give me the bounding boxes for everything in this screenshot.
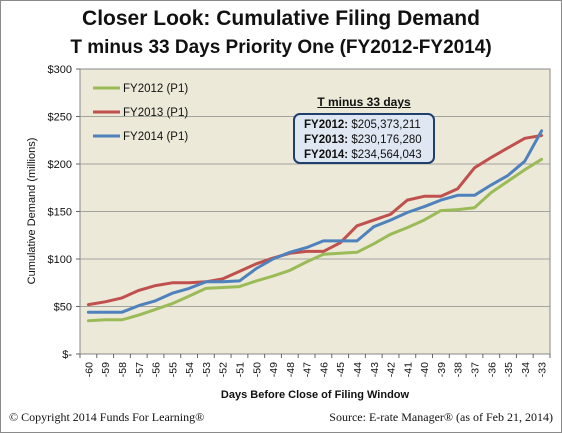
chart-subtitle: T minus 33 Days Priority One (FY2012-FY2… bbox=[70, 37, 492, 58]
callout-row-fy2014: FY2014: $234,564,043 bbox=[304, 148, 433, 163]
x-tick-label: -47 bbox=[302, 362, 314, 377]
copyright-text: © Copyright 2014 Funds For Learning® bbox=[9, 410, 205, 424]
x-tick-label: -35 bbox=[503, 362, 515, 377]
callout-box: FY2012: $205,373,211 FY2013: $230,176,28… bbox=[293, 113, 435, 164]
x-tick-label: -42 bbox=[386, 362, 398, 377]
y-axis-ticks: $- $50 $100 $150 $200 $250 $300 bbox=[48, 64, 80, 361]
series-line-fy2012 bbox=[86, 157, 544, 323]
y-tick-label: $150 bbox=[48, 207, 72, 219]
y-tick-label: $100 bbox=[48, 254, 72, 266]
x-tick-label: -58 bbox=[117, 362, 129, 377]
x-tick-label: -40 bbox=[419, 362, 431, 377]
y-tick-label: $250 bbox=[48, 112, 72, 124]
x-tick-label: -44 bbox=[352, 362, 364, 377]
legend: FY2012 (P1) FY2013 (P1) FY2014 (P1) bbox=[93, 83, 188, 143]
y-axis-title: Cumulative Demand (millions) bbox=[26, 138, 38, 285]
series-line-fy2014 bbox=[86, 129, 544, 314]
x-tick-label: -60 bbox=[83, 362, 95, 377]
callout-value: $230,176,280 bbox=[351, 134, 422, 146]
x-tick-label: -53 bbox=[201, 362, 213, 377]
callout-label: FY2013: bbox=[304, 134, 349, 146]
x-tick-label: -56 bbox=[151, 362, 163, 377]
x-tick-label: -51 bbox=[234, 362, 246, 377]
x-tick-label: -33 bbox=[537, 362, 549, 377]
legend-label: FY2013 (P1) bbox=[123, 107, 188, 119]
x-tick-label: -34 bbox=[520, 362, 532, 377]
x-tick-label: -52 bbox=[218, 362, 230, 377]
series-line-fy2013 bbox=[86, 134, 544, 307]
callout-value: $205,373,211 bbox=[351, 119, 421, 131]
x-tick-label: -37 bbox=[469, 362, 481, 377]
x-tick-label: -38 bbox=[453, 362, 465, 377]
x-axis-ticks: -60 -59 -58 -57 -56 -55 -54 -53 -52 -51 -50 -49 -48-… bbox=[79, 354, 551, 377]
x-tick-label: -50 bbox=[251, 362, 263, 377]
callout-value: $234,564,043 bbox=[351, 149, 422, 161]
callout-row-fy2012: FY2012: $205,373,211 bbox=[304, 118, 433, 133]
x-tick-label: -55 bbox=[167, 362, 179, 377]
callout-label: FY2012: bbox=[304, 119, 349, 131]
y-tick-label: $300 bbox=[48, 64, 72, 76]
series-lines bbox=[86, 129, 544, 323]
x-axis-title: Days Before Close of Filing Window bbox=[221, 389, 410, 401]
x-tick-label: -36 bbox=[486, 362, 498, 377]
x-tick-label: -54 bbox=[184, 362, 196, 377]
x-tick-label: -45 bbox=[335, 362, 347, 377]
legend-label: FY2012 (P1) bbox=[123, 83, 188, 95]
y-tick-label: $- bbox=[62, 349, 72, 361]
x-tick-label: -48 bbox=[285, 362, 297, 377]
source-text: Source: E-rate Manager® (as of Feb 21, 2… bbox=[329, 410, 553, 424]
y-tick-label: $50 bbox=[54, 302, 72, 314]
x-tick-label: -41 bbox=[402, 362, 414, 377]
callout-label: FY2014: bbox=[304, 149, 349, 161]
callout-title: T minus 33 days bbox=[317, 95, 411, 109]
x-tick-label: -46 bbox=[318, 362, 330, 377]
x-tick-label: -59 bbox=[100, 362, 112, 377]
x-tick-label: -57 bbox=[134, 362, 146, 377]
x-tick-label: -39 bbox=[436, 362, 448, 377]
x-tick-label: -43 bbox=[369, 362, 381, 377]
legend-label: FY2014 (P1) bbox=[123, 131, 188, 143]
x-tick-label: -49 bbox=[268, 362, 280, 377]
chart-title: Closer Look: Cumulative Filing Demand bbox=[82, 7, 480, 30]
callout-row-fy2013: FY2013: $230,176,280 bbox=[304, 133, 433, 148]
y-tick-label: $200 bbox=[48, 159, 72, 171]
